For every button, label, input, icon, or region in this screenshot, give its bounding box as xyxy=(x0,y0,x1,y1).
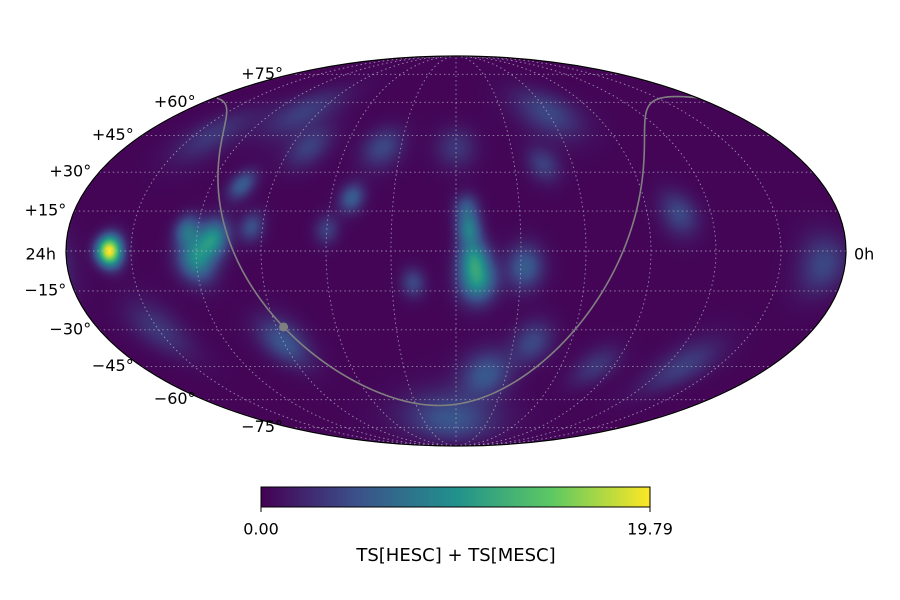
dec-tick-label: −75° xyxy=(241,417,283,436)
dec-tick-label: −15° xyxy=(25,280,67,299)
galactic-plane xyxy=(216,97,285,328)
colorbar-bar xyxy=(260,486,651,508)
dec-tick-label: +75° xyxy=(241,64,283,83)
galactic-plane-layer xyxy=(216,95,698,407)
galactic-plane xyxy=(283,95,698,407)
grid-meridian xyxy=(455,56,652,446)
dec-tick-label: +60° xyxy=(154,92,196,111)
coordinate-grid xyxy=(66,56,846,446)
dec-tick-label: +30° xyxy=(49,162,91,181)
colorbar-max-label: 19.79 xyxy=(627,520,673,539)
colorbar-min-label: 0.00 xyxy=(243,520,279,539)
grid-meridian xyxy=(325,56,457,446)
grid-meridian xyxy=(260,56,457,446)
dec-tick-label: −60° xyxy=(154,389,196,408)
sky-boundary xyxy=(65,55,847,447)
grid-meridian xyxy=(455,56,717,446)
grid-meridian xyxy=(455,56,782,446)
colorbar: 0.00 19.79 TS[HESC] + TS[MESC] xyxy=(243,486,673,566)
dec-tick-label: +45° xyxy=(92,125,134,144)
grid-meridian xyxy=(455,56,587,446)
dec-tick-label: +15° xyxy=(25,201,67,220)
grid-meridian xyxy=(195,56,457,446)
ra-label-right: 0h xyxy=(854,245,874,264)
dec-tick-labels: +75° +60° +45°+30° +15° −15° −30°−45° −60° −75° xyxy=(25,64,283,436)
grid-meridian xyxy=(390,56,457,446)
dec-tick-label: −45° xyxy=(92,356,134,375)
dec-tick-label: −30° xyxy=(49,319,91,338)
grid-meridian xyxy=(455,56,522,446)
colorbar-title: TS[HESC] + TS[MESC] xyxy=(355,545,555,566)
galactic-center-marker xyxy=(279,322,289,332)
ra-label-left: 24h xyxy=(26,245,57,264)
grid-meridian xyxy=(130,56,457,446)
